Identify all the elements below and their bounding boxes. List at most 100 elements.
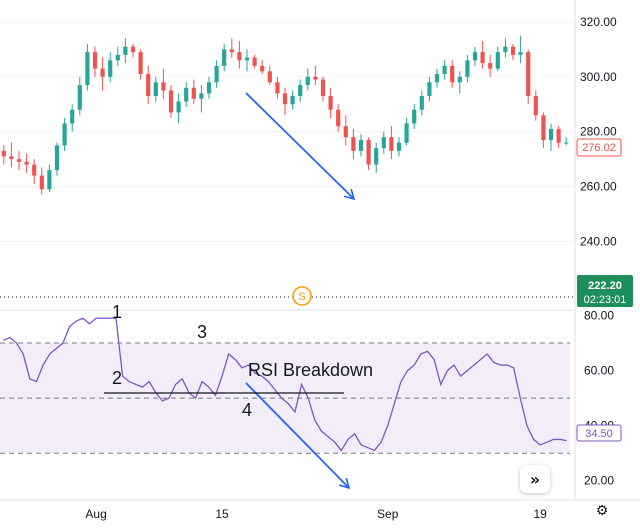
last-price-label: 276.02: [582, 142, 616, 154]
rsi-series: [3, 317, 567, 452]
current-price-label: 222.20: [588, 280, 622, 292]
candle-body: [260, 65, 265, 72]
candle: [548, 123, 554, 151]
candle-body: [313, 76, 318, 80]
candle: [305, 68, 310, 91]
time-tick-label: Sep: [377, 507, 399, 521]
candle: [24, 153, 29, 173]
rsi-value-tag: 34.50: [576, 424, 622, 442]
candle: [351, 128, 356, 160]
candle-body: [47, 170, 52, 190]
candle: [495, 46, 500, 72]
candle: [54, 142, 60, 176]
dividend-marker[interactable]: S: [292, 286, 312, 306]
candle-body: [358, 139, 364, 151]
candle-body: [70, 109, 75, 124]
candle: [62, 117, 67, 151]
candle-body: [533, 96, 538, 116]
candle-body: [343, 126, 348, 138]
candle: [419, 90, 424, 116]
candle-body: [85, 52, 90, 86]
candle-body: [564, 142, 569, 144]
candle: [328, 87, 333, 118]
rsi-band: [0, 342, 570, 454]
candle: [168, 85, 174, 118]
candle: [472, 46, 478, 66]
candle: [244, 49, 250, 72]
candle-body: [374, 148, 379, 165]
candle: [206, 76, 212, 99]
candle: [130, 43, 136, 58]
candle: [123, 38, 128, 64]
candle: [374, 142, 379, 173]
candle: [434, 68, 440, 88]
candle-body: [206, 82, 212, 94]
candle-body: [503, 46, 508, 53]
candle-body: [404, 123, 409, 143]
candles: [1, 35, 569, 195]
price-grid: [0, 21, 575, 242]
candle: [320, 76, 326, 102]
price-tick-label: 300.00: [580, 70, 617, 84]
candle: [381, 131, 386, 154]
candle: [404, 117, 409, 146]
countdown-label: 02:23:01: [584, 294, 627, 306]
candle: [457, 71, 462, 94]
candle-body: [465, 60, 470, 77]
candle: [298, 79, 303, 102]
candle-body: [108, 60, 113, 77]
candle-body: [39, 175, 44, 190]
rsi-trend-arrow[interactable]: [245, 382, 351, 490]
candle-body: [472, 52, 478, 61]
candle-body: [457, 76, 462, 83]
price-trend-arrow[interactable]: [245, 92, 356, 201]
candle-body: [252, 57, 257, 66]
candle: [389, 126, 394, 160]
candle: [39, 167, 44, 195]
candle-body: [92, 52, 98, 69]
candle: [564, 137, 569, 146]
price-tick-label: 320.00: [580, 15, 617, 29]
candle: [100, 57, 105, 91]
candle-body: [115, 54, 120, 61]
candle: [191, 79, 196, 105]
rsi-line: [3, 317, 567, 452]
time-tick-label: 15: [215, 507, 229, 521]
candle-body: [176, 101, 181, 113]
candle-body: [450, 65, 455, 83]
candle-body: [267, 71, 272, 83]
candle: [442, 60, 447, 80]
candle-body: [298, 85, 303, 97]
gear-icon[interactable]: ⚙: [595, 503, 609, 519]
candle-body: [396, 142, 402, 151]
candle-body: [412, 109, 417, 124]
candle: [77, 76, 82, 116]
candle-body: [184, 87, 189, 102]
candle-body: [54, 145, 60, 171]
candle-body: [282, 93, 288, 105]
candle-body: [510, 46, 516, 55]
candle: [412, 104, 417, 129]
candle-body: [100, 68, 105, 77]
candle: [427, 76, 432, 102]
candle: [32, 159, 37, 184]
candle: [282, 87, 288, 116]
candle-body: [389, 137, 394, 151]
price-axis[interactable]: 320.00 300.00 280.00 260.00 240.00: [580, 15, 617, 248]
scroll-to-realtime-button[interactable]: »: [520, 465, 550, 493]
candle-body: [16, 159, 22, 162]
candle-body: [123, 46, 128, 55]
candle-body: [153, 82, 158, 97]
rsi-breakdown-text: RSI Breakdown: [248, 360, 373, 380]
candle-body: [495, 52, 500, 69]
candle: [510, 43, 516, 61]
candle-body: [191, 87, 196, 99]
annotation-2: 2: [112, 368, 122, 388]
x-axis[interactable]: Aug 15 Sep 19: [85, 507, 547, 521]
candle: [176, 93, 181, 124]
annotation-1: 1: [112, 302, 122, 322]
candle-body: [320, 79, 326, 97]
candle: [518, 35, 523, 64]
